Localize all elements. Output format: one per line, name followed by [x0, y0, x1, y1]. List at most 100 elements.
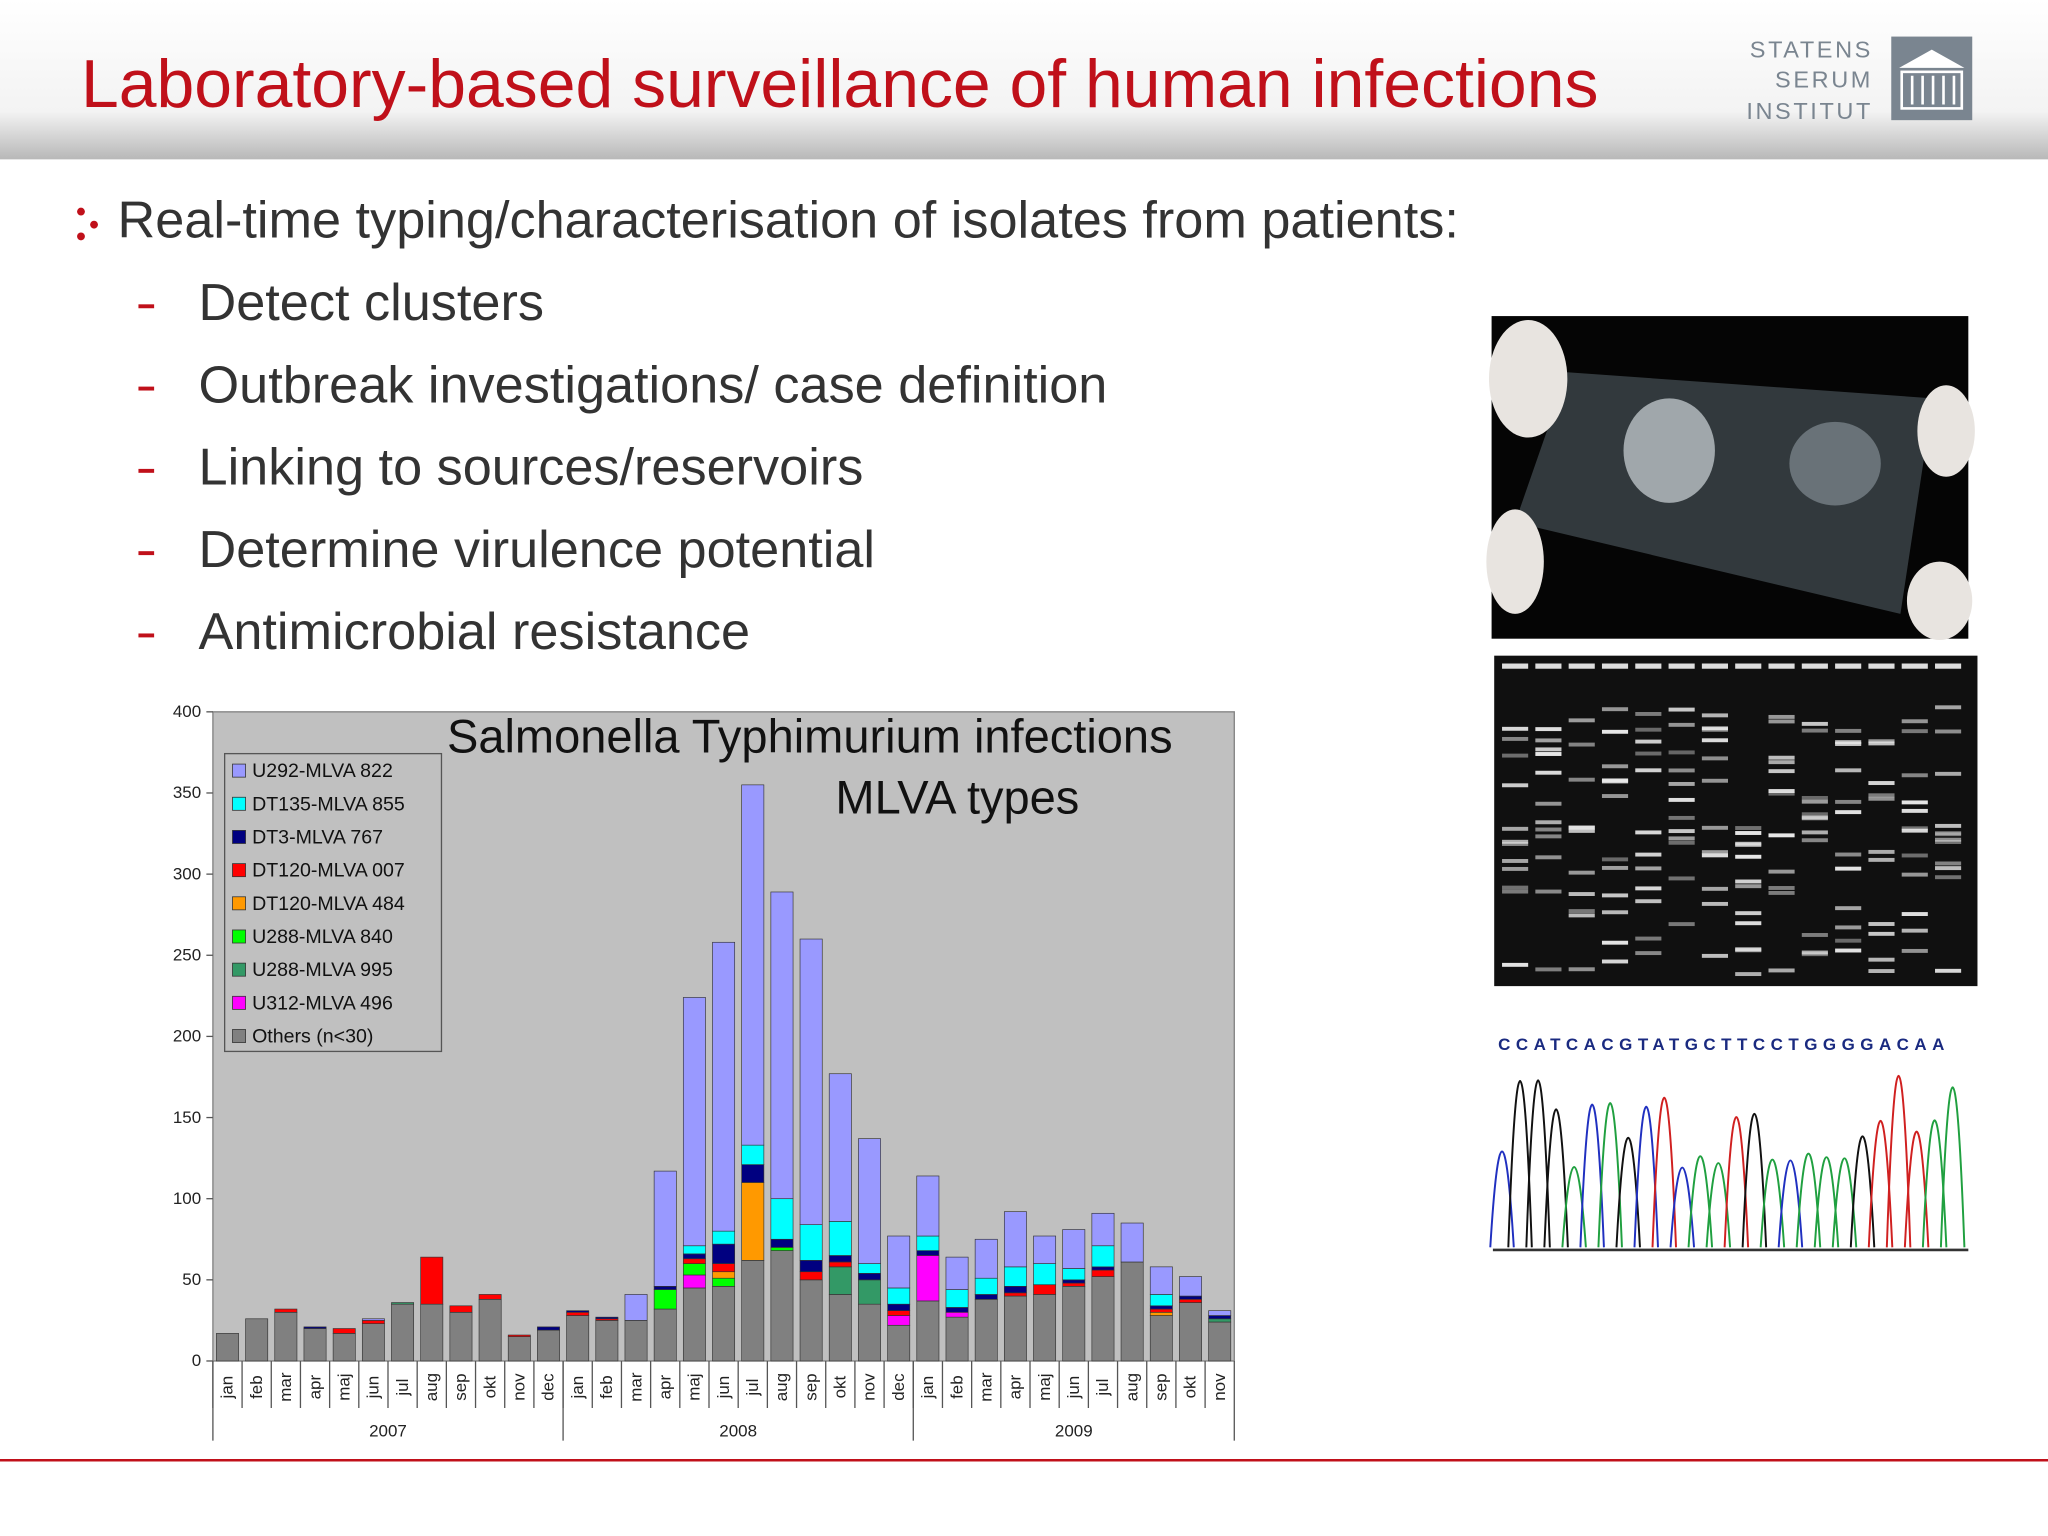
gel-band — [1735, 972, 1762, 977]
bar-segment — [682, 1258, 706, 1264]
gel-band — [1868, 793, 1895, 798]
gel-band — [1701, 953, 1728, 958]
bar-segment — [828, 1073, 852, 1222]
x-tick-label: jun — [364, 1376, 383, 1400]
bar-segment — [420, 1303, 444, 1362]
gel-band — [1568, 742, 1595, 747]
y-tick-label: 150 — [173, 1108, 201, 1127]
gel-band — [1701, 738, 1728, 743]
gel-band — [1568, 828, 1595, 833]
bar-segment — [799, 1260, 823, 1273]
gel-band — [1635, 751, 1662, 756]
bar-segment — [858, 1138, 881, 1264]
legend-label: U292-MLVA 822 — [252, 760, 393, 782]
group-label: 2009 — [1055, 1422, 1093, 1441]
gel-band — [1901, 912, 1928, 916]
gel-band — [1635, 886, 1662, 891]
gel-band — [1568, 718, 1595, 723]
x-tick-label: jun — [714, 1376, 733, 1400]
gel-band — [1935, 861, 1962, 866]
legend-box — [224, 752, 443, 1053]
gel-band — [1701, 726, 1728, 731]
x-tick-label: aug — [422, 1373, 441, 1401]
gel-band — [1901, 800, 1928, 805]
bar-segment — [887, 1235, 911, 1289]
gel-band — [1601, 729, 1629, 734]
bullet-list: Detect clusters Outbreak investigations/ … — [138, 274, 1107, 661]
x-tick-label: jan — [218, 1376, 237, 1400]
gel-band — [1535, 855, 1562, 860]
gel-band — [1901, 853, 1928, 858]
gel-band — [1568, 892, 1595, 896]
gel-band — [1668, 781, 1695, 786]
y-tick-label: 400 — [173, 702, 201, 721]
gel-band — [1935, 875, 1962, 880]
gel-band — [1901, 828, 1928, 833]
gel-band — [1768, 714, 1795, 719]
gel-band — [1901, 808, 1928, 813]
gel-band — [1668, 815, 1695, 820]
bar-segment — [1120, 1222, 1144, 1263]
gel-band — [1868, 796, 1895, 801]
gel-band — [1935, 729, 1962, 734]
legend-label: Others (n<30) — [252, 1026, 373, 1048]
gel-band — [1701, 850, 1728, 855]
gel-band — [1801, 950, 1828, 955]
y-tick-label: 300 — [173, 864, 201, 883]
gel-band — [1935, 968, 1962, 973]
gel-band — [1635, 830, 1662, 835]
bar-segment — [1120, 1261, 1144, 1362]
bar-segment — [828, 1266, 852, 1295]
legend-swatch — [232, 962, 246, 977]
bar-segment — [1179, 1276, 1202, 1297]
bar-segment — [566, 1315, 590, 1362]
gel-band — [1502, 826, 1529, 831]
bar-segment — [1033, 1235, 1057, 1264]
bar-segment — [1003, 1286, 1027, 1294]
bar-segment — [245, 1318, 269, 1362]
gel-band — [1801, 838, 1828, 843]
bar-segment — [1003, 1295, 1027, 1362]
gel-well — [1801, 663, 1828, 669]
gel-band — [1502, 842, 1529, 846]
bar-segment — [624, 1320, 648, 1362]
bar-segment — [507, 1336, 531, 1362]
sequence-text: CCATCACGTATGCTTCCTGGGGACAA — [1498, 1035, 1950, 1054]
bar-segment — [916, 1255, 940, 1302]
gel-band — [1668, 797, 1695, 802]
logo-icon — [1891, 36, 1973, 121]
gel-band — [1901, 773, 1928, 778]
x-tick-label: sep — [801, 1373, 820, 1400]
gel-band — [1668, 707, 1695, 712]
bar-segment — [216, 1333, 239, 1362]
gel-well — [1935, 663, 1962, 669]
legend-swatch — [232, 863, 246, 878]
bar-segment — [741, 1260, 765, 1362]
gel-band — [1668, 922, 1695, 927]
gel-band — [1801, 799, 1828, 804]
bar-segment — [682, 997, 706, 1247]
bar-segment — [945, 1307, 969, 1313]
bar-segment — [303, 1326, 327, 1329]
y-tick-label: 50 — [182, 1270, 201, 1289]
x-tick-label: mar — [976, 1372, 995, 1402]
bar-segment — [974, 1294, 998, 1300]
gel-band — [1668, 876, 1695, 881]
bar-segment — [478, 1298, 502, 1362]
bar-segment — [682, 1245, 706, 1255]
gel-band — [1535, 727, 1562, 732]
trace-peak — [1651, 1097, 1677, 1248]
gel-band — [1502, 859, 1529, 863]
y-tick-label: 0 — [192, 1351, 201, 1370]
bar-segment — [1091, 1245, 1115, 1268]
gel-band — [1935, 840, 1962, 844]
bar-segment — [712, 1263, 736, 1273]
gel-band — [1801, 816, 1828, 821]
bar-segment — [361, 1323, 385, 1362]
gel-band — [1868, 741, 1895, 746]
gel-band — [1768, 968, 1795, 973]
bar-segment — [1208, 1310, 1232, 1316]
gel-band — [1801, 952, 1828, 957]
trace-peak — [1885, 1074, 1912, 1248]
gel-well — [1635, 663, 1662, 669]
